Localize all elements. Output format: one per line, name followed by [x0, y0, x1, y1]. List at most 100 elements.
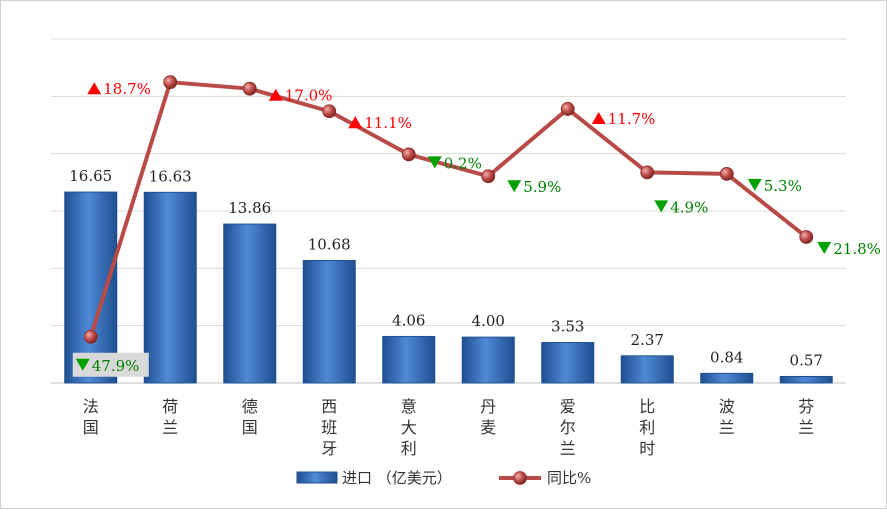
triangle-down-icon [507, 180, 522, 193]
legend: 进口 （亿美元） 同比% [296, 469, 591, 487]
category-label-char: 兰 [162, 418, 178, 437]
bar-data-label: 2.37 [631, 331, 664, 349]
line-marker [401, 147, 416, 162]
category-label-char: 荷 [162, 397, 178, 416]
legend-item-line: 同比% [499, 469, 591, 487]
triangle-up-icon [591, 111, 606, 124]
bar [461, 336, 515, 384]
category-label-char: 班 [321, 418, 337, 437]
category-label-char: 兰 [719, 418, 735, 437]
triangle-down-icon [427, 156, 442, 169]
bar [302, 260, 356, 384]
category-label-char: 国 [83, 418, 99, 437]
category-label: 法国 [83, 397, 99, 437]
line-marker [560, 102, 575, 116]
category-label: 荷兰 [162, 397, 178, 437]
bar-data-label: 4.06 [392, 311, 425, 329]
triangle-up-icon [87, 82, 102, 95]
category-label: 德国 [242, 397, 258, 437]
bar-data-label: 10.68 [308, 236, 351, 254]
line-data-label-text: 18.7% [103, 80, 151, 98]
category-label-char: 西 [321, 397, 337, 416]
category-label: 爱尔兰 [560, 397, 576, 458]
bar-data-label: 3.53 [551, 318, 584, 336]
triangle-down-icon [654, 200, 669, 213]
bar-data-label: 16.65 [69, 167, 112, 185]
bar-data-label: 16.63 [149, 167, 192, 185]
bar-data-label: 0.84 [710, 348, 743, 366]
line-marker [322, 104, 337, 119]
category-label: 西班牙 [321, 397, 337, 458]
line-data-label-text: 5.3% [764, 177, 802, 195]
line-data-label-text: 4.9% [670, 198, 708, 216]
legend-bar-swatch [296, 471, 338, 484]
category-label-char: 丹 [480, 397, 496, 416]
line-marker [163, 75, 178, 90]
bar-series [64, 191, 833, 384]
category-label: 波兰 [719, 397, 735, 437]
category-label-char: 利 [639, 418, 655, 437]
line-marker [242, 81, 257, 96]
triangle-up-icon [268, 88, 283, 101]
category-label-char: 意 [401, 397, 417, 416]
line-data-label-text: 21.8% [833, 240, 881, 258]
line-data-label: 0.2% [427, 154, 482, 172]
bar [223, 223, 277, 384]
line-data-label: 5.3% [747, 177, 802, 195]
category-label-char: 尔 [560, 418, 576, 437]
category-label: 芬兰 [798, 397, 814, 437]
line-data-label-text: 5.9% [523, 178, 561, 196]
category-label: 比利时 [639, 397, 655, 458]
category-label-char: 芬 [798, 397, 814, 416]
category-label-char: 兰 [798, 418, 814, 437]
line-series-path [88, 80, 808, 338]
bar [541, 342, 595, 384]
category-label-char: 比 [639, 397, 655, 416]
line-data-label-text: 11.1% [364, 114, 412, 132]
bar [143, 191, 197, 384]
line-data-label-text: 47.9% [92, 357, 140, 375]
line-data-label: 11.1% [348, 114, 412, 132]
category-label-char: 波 [719, 397, 735, 416]
line-data-label: 11.7% [591, 110, 656, 128]
legend-item-bar: 进口 （亿美元） [296, 469, 452, 487]
category-label-char: 麦 [480, 418, 496, 437]
line-marker [719, 167, 734, 181]
line-data-label-text: 0.2% [444, 154, 482, 172]
bar-data-label: 13.86 [228, 199, 271, 217]
category-label-char: 爱 [560, 397, 576, 416]
triangle-down-icon [817, 241, 832, 254]
category-label-char: 德 [242, 397, 258, 416]
line-data-label: 47.9% [72, 352, 149, 377]
legend-line-label: 同比% [547, 469, 591, 487]
line-data-label: 21.8% [817, 240, 881, 258]
bar-data-label: 0.57 [790, 351, 823, 369]
category-label-char: 时 [639, 439, 655, 458]
category-label-char: 兰 [560, 439, 576, 458]
category-label: 意大利 [401, 397, 417, 458]
bar [779, 375, 833, 384]
category-label: 丹麦 [480, 397, 496, 437]
line-data-label: 4.9% [654, 198, 708, 216]
line-series [83, 75, 814, 344]
line-data-label: 18.7% [87, 80, 151, 98]
line-data-label: 5.9% [507, 178, 561, 196]
line-data-label: 17.0% [268, 87, 332, 105]
line-marker [640, 165, 655, 180]
category-label-char: 国 [242, 418, 258, 437]
line-marker [83, 329, 98, 344]
triangle-down-icon [747, 178, 762, 191]
category-label-char: 牙 [321, 439, 337, 458]
bar [700, 372, 754, 384]
triangle-up-icon [348, 116, 363, 129]
category-label-char: 利 [401, 439, 417, 458]
category-label-char: 法 [83, 397, 99, 416]
bar [382, 335, 436, 384]
bar-data-label: 4.00 [472, 312, 505, 330]
line-data-label-text: 11.7% [608, 110, 656, 128]
category-label-char: 大 [401, 418, 417, 437]
line-marker [481, 169, 496, 184]
